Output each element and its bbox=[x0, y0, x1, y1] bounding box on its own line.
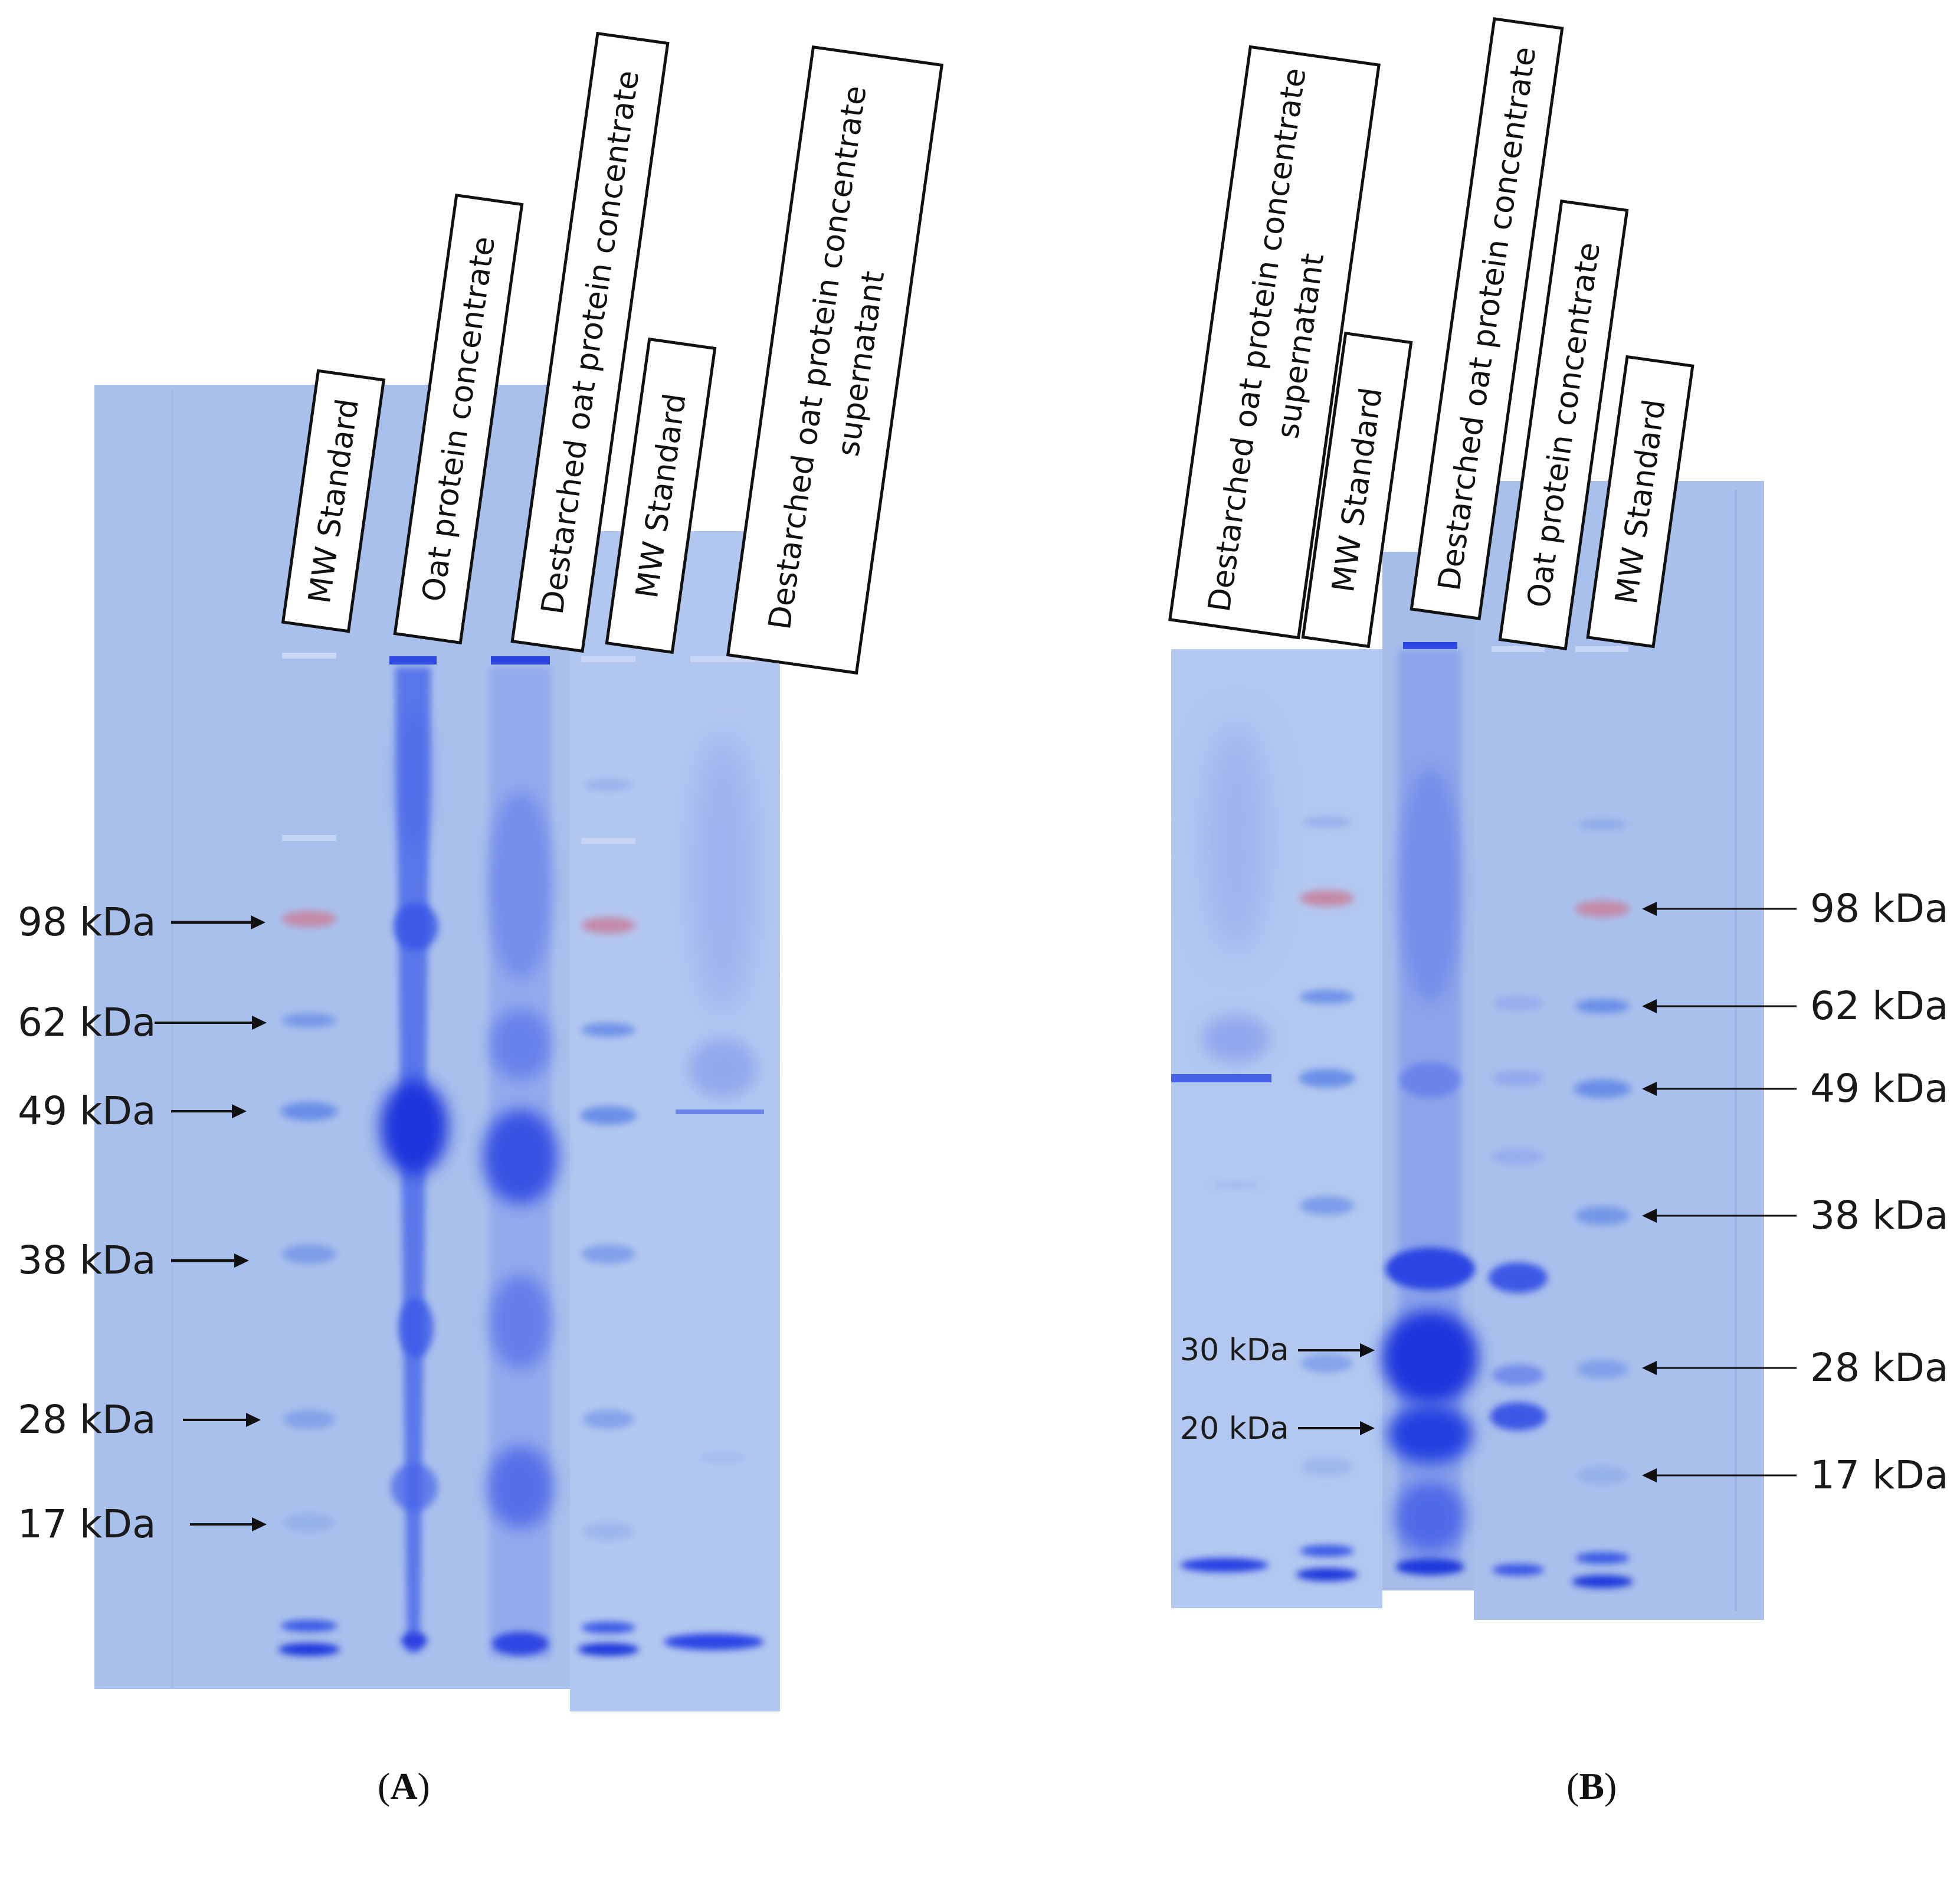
panel-b-markers: 98 kDa 62 kDa 49 kDa 38 kDa 28 kDa 17 kD… bbox=[1642, 886, 1948, 1498]
panel-b-inner-markers: 30 kDa 20 kDa bbox=[1180, 1333, 1375, 1446]
panel-b-lane-5-bands bbox=[1572, 646, 1633, 1588]
panel-b-marker-49: 49 kDa bbox=[1642, 1066, 1948, 1111]
panel-b-gel bbox=[1171, 481, 1764, 1620]
panel-b-lane-3-bands bbox=[1382, 642, 1479, 1575]
panel-a-marker-49: 49 kDa bbox=[18, 1088, 247, 1134]
panel-b-marker-98: 98 kDa bbox=[1642, 886, 1948, 931]
panel-a-marker-28: 28 kDa bbox=[18, 1397, 261, 1442]
panel-a-lane-5-bands bbox=[664, 656, 764, 1650]
panel-b-lane-label-2: MW Standard bbox=[1301, 331, 1413, 649]
panel-a-marker-49-label: 49 kDa bbox=[18, 1088, 156, 1134]
panel-b-lane-labels: Destarched oat protein concentrate super… bbox=[1168, 17, 1694, 650]
panel-b-caption: (B) bbox=[1566, 1765, 1617, 1807]
panel-b-lane-label-1: Destarched oat protein concentrate super… bbox=[1168, 45, 1381, 640]
panel-a-lane-label-1: MW Standard bbox=[281, 369, 386, 633]
panel-b-marker-62: 62 kDa bbox=[1642, 983, 1948, 1029]
panel-a-marker-38: 38 kDa bbox=[18, 1238, 249, 1283]
panel-b-marker-38-label: 38 kDa bbox=[1810, 1193, 1948, 1238]
panel-b-lane-4-bands bbox=[1489, 646, 1548, 1576]
panel-b-marker-17: 17 kDa bbox=[1642, 1452, 1948, 1498]
panel-a-markers: 98 kDa 62 kDa 49 kDa 38 kDa 28 kDa 17 kD… bbox=[18, 899, 267, 1547]
panel-a-marker-17-label: 17 kDa bbox=[18, 1501, 156, 1547]
panel-a-lane-4-bands bbox=[578, 656, 639, 1656]
panel-b-lane-label-5: MW Standard bbox=[1586, 355, 1694, 649]
panel-a-lane-1-bands bbox=[278, 653, 340, 1656]
panel-b-marker-20: 20 kDa bbox=[1180, 1411, 1375, 1446]
panel-b-marker-62-label: 62 kDa bbox=[1810, 983, 1948, 1029]
panel-a-lane-label-4: MW Standard bbox=[605, 337, 717, 654]
panel-a-marker-62: 62 kDa bbox=[18, 1000, 267, 1045]
panel-b-marker-38: 38 kDa bbox=[1642, 1193, 1948, 1238]
panel-b-lane-label-4: Oat protein concentrate bbox=[1498, 199, 1629, 650]
panel-a-caption-letter: A bbox=[390, 1765, 418, 1807]
panel-b-lane-2-bands bbox=[1296, 817, 1358, 1581]
panel-b-caption-letter: B bbox=[1579, 1765, 1604, 1807]
panel-a-caption: (A) bbox=[378, 1765, 430, 1807]
panel-b-marker-17-label: 17 kDa bbox=[1810, 1452, 1948, 1498]
panel-b-marker-30-label: 30 kDa bbox=[1180, 1333, 1289, 1368]
panel-b-marker-30: 30 kDa bbox=[1180, 1333, 1375, 1368]
panel-b-marker-28-label: 28 kDa bbox=[1810, 1345, 1948, 1390]
panel-b-marker-98-label: 98 kDa bbox=[1810, 886, 1948, 931]
panel-a-marker-28-label: 28 kDa bbox=[18, 1397, 156, 1442]
panel-a-marker-17: 17 kDa bbox=[18, 1501, 267, 1547]
panel-a-lane-label-5: Destarched oat protein concentrate super… bbox=[726, 45, 944, 675]
panel-a-lane-3-bands bbox=[483, 656, 558, 1658]
panel-b-marker-20-label: 20 kDa bbox=[1180, 1411, 1289, 1446]
panel-a-marker-98-label: 98 kDa bbox=[18, 899, 156, 945]
panel-a-marker-38-label: 38 kDa bbox=[18, 1238, 156, 1283]
panel-b-marker-49-label: 49 kDa bbox=[1810, 1066, 1948, 1111]
panel-a-marker-98: 98 kDa bbox=[18, 899, 266, 945]
panel-b-marker-28: 28 kDa bbox=[1642, 1345, 1948, 1390]
panel-a-lane-2-bands bbox=[380, 656, 448, 1652]
panel-a-marker-62-label: 62 kDa bbox=[18, 1000, 156, 1045]
panel-a-lane-labels: MW Standard Oat protein concentrate Dest… bbox=[281, 31, 944, 675]
panel-b-lane-1-bands bbox=[1171, 720, 1271, 1572]
